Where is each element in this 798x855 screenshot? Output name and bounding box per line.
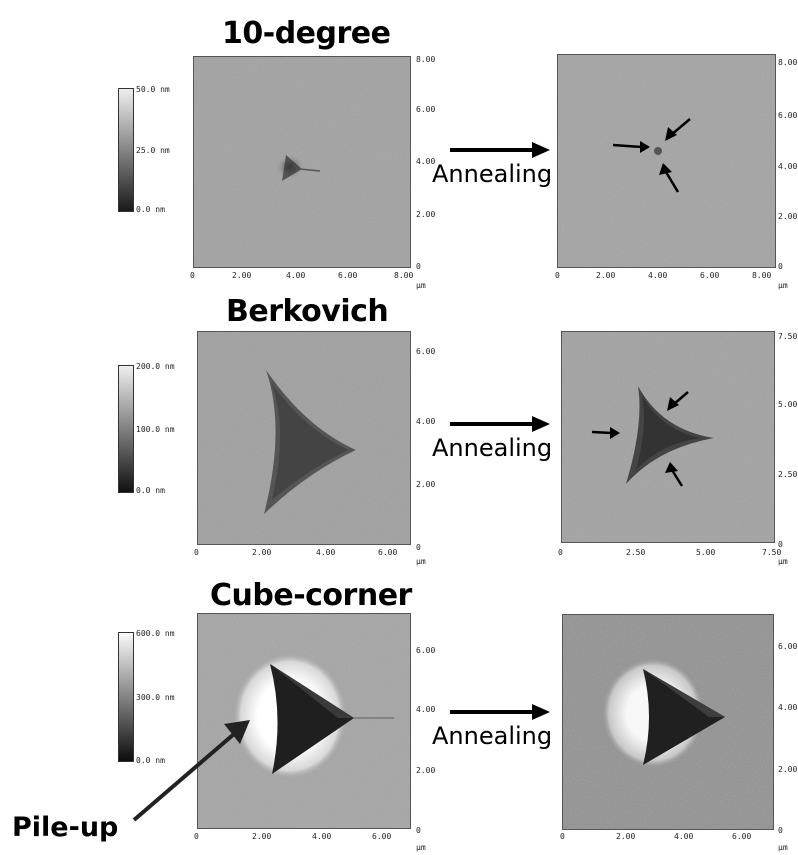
axis-unit: µm bbox=[416, 281, 426, 290]
row-title-10-degree: 10-degree bbox=[222, 16, 391, 51]
x-tick: 4.00 bbox=[316, 548, 336, 557]
x-tick: 2.50 bbox=[626, 548, 646, 557]
x-tick: 0 bbox=[558, 548, 563, 557]
y-tick: 4.00 bbox=[778, 703, 798, 712]
afm-image-before bbox=[197, 331, 411, 545]
annealing-label: Annealing bbox=[432, 160, 553, 188]
x-tick: 0 bbox=[190, 271, 195, 280]
annealing-arrow bbox=[450, 416, 550, 432]
y-tick: 4.00 bbox=[416, 157, 436, 166]
x-tick: 0 bbox=[194, 832, 199, 841]
colorbar bbox=[118, 632, 134, 762]
colorbar-min-label: 0.0 nm bbox=[136, 486, 165, 495]
y-tick: 0 bbox=[416, 826, 421, 835]
y-tick: 6.00 bbox=[778, 111, 798, 120]
y-tick: 0 bbox=[416, 543, 421, 552]
indent-mark bbox=[643, 669, 725, 765]
colorbar-mid-label: 25.0 nm bbox=[136, 146, 170, 155]
x-tick: 2.00 bbox=[232, 271, 252, 280]
axis-unit: µm bbox=[778, 843, 788, 852]
x-tick: 6.00 bbox=[700, 271, 720, 280]
x-tick: 7.50 bbox=[762, 548, 782, 557]
indent-mark bbox=[654, 147, 662, 155]
y-tick: 6.00 bbox=[416, 105, 436, 114]
y-tick: 0 bbox=[778, 540, 783, 549]
x-tick: 6.00 bbox=[732, 832, 752, 841]
x-tick: 0 bbox=[555, 271, 560, 280]
x-tick: 6.00 bbox=[378, 548, 398, 557]
x-tick: 6.00 bbox=[338, 271, 358, 280]
annealing-arrow bbox=[450, 142, 550, 158]
y-tick: 6.00 bbox=[778, 642, 798, 651]
axis-unit: µm bbox=[778, 557, 788, 566]
y-tick: 2.50 bbox=[778, 470, 798, 479]
y-tick: 6.00 bbox=[416, 347, 436, 356]
y-tick: 0 bbox=[778, 826, 783, 835]
y-tick: 2.00 bbox=[416, 210, 436, 219]
x-tick: 6.00 bbox=[372, 832, 392, 841]
y-tick: 2.00 bbox=[778, 212, 798, 221]
y-tick: 4.00 bbox=[416, 705, 436, 714]
x-tick: 8.00 bbox=[752, 271, 772, 280]
axis-unit: µm bbox=[416, 843, 426, 852]
colorbar bbox=[118, 88, 134, 212]
x-tick: 4.00 bbox=[286, 271, 306, 280]
annealing-arrow bbox=[450, 704, 550, 720]
x-tick: 0 bbox=[560, 832, 565, 841]
x-tick: 5.00 bbox=[696, 548, 716, 557]
y-tick: 0 bbox=[416, 262, 421, 271]
colorbar-max-label: 200.0 nm bbox=[136, 362, 175, 371]
colorbar bbox=[118, 365, 134, 493]
afm-image-after bbox=[557, 54, 776, 268]
x-tick: 2.00 bbox=[596, 271, 616, 280]
colorbar-max-label: 600.0 nm bbox=[136, 629, 175, 638]
x-tick: 2.00 bbox=[616, 832, 636, 841]
y-tick: 2.00 bbox=[416, 480, 436, 489]
annealing-label: Annealing bbox=[432, 722, 553, 750]
afm-image-after bbox=[561, 331, 775, 543]
colorbar-min-label: 0.0 nm bbox=[136, 205, 165, 214]
x-tick: 0 bbox=[194, 548, 199, 557]
colorbar-min-label: 0.0 nm bbox=[136, 756, 165, 765]
y-tick: 4.00 bbox=[778, 162, 798, 171]
y-tick: 0 bbox=[778, 262, 783, 271]
x-tick: 4.00 bbox=[312, 832, 332, 841]
x-tick: 2.00 bbox=[252, 548, 272, 557]
pileup-label: Pile-up bbox=[12, 812, 119, 843]
annealing-label: Annealing bbox=[432, 434, 553, 462]
y-tick: 4.00 bbox=[416, 417, 436, 426]
y-tick: 2.00 bbox=[778, 765, 798, 774]
colorbar-mid-label: 300.0 nm bbox=[136, 693, 175, 702]
y-tick: 8.00 bbox=[416, 55, 436, 64]
indent-mark bbox=[270, 664, 354, 774]
y-tick: 7.50 bbox=[778, 332, 798, 341]
row-title-berkovich: Berkovich bbox=[226, 294, 389, 329]
axis-unit: µm bbox=[416, 557, 426, 566]
afm-image-after bbox=[562, 614, 774, 830]
axis-unit: µm bbox=[778, 281, 788, 290]
y-tick: 6.00 bbox=[416, 646, 436, 655]
x-tick: 8.00 bbox=[394, 271, 414, 280]
pileup-pointer-arrow bbox=[132, 720, 250, 822]
colorbar-mid-label: 100.0 nm bbox=[136, 425, 175, 434]
afm-image-before bbox=[197, 613, 411, 829]
colorbar-max-label: 50.0 nm bbox=[136, 85, 170, 94]
y-tick: 2.00 bbox=[416, 766, 436, 775]
x-tick: 2.00 bbox=[252, 832, 272, 841]
y-tick: 5.00 bbox=[778, 400, 798, 409]
x-tick: 4.00 bbox=[648, 271, 668, 280]
afm-image-before bbox=[193, 56, 411, 268]
x-tick: 4.00 bbox=[674, 832, 694, 841]
y-tick: 8.00 bbox=[778, 58, 798, 67]
row-title-cube-corner: Cube-corner bbox=[210, 578, 412, 613]
